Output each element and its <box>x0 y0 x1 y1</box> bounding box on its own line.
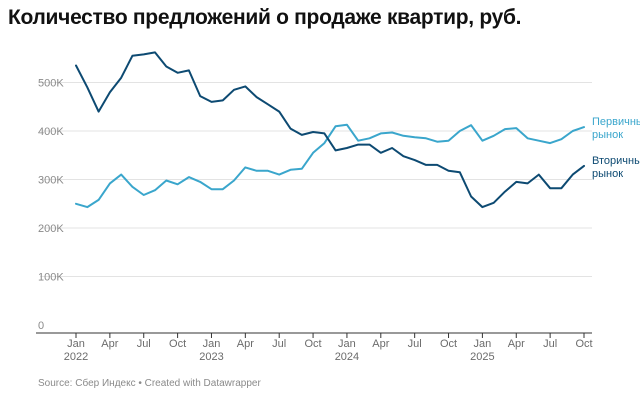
series-labels: ПервичныйрынокВторичныйрынок <box>592 116 640 180</box>
x-tick-label: Jul <box>272 338 286 350</box>
y-axis-ticks: 0 100K 200K 300K 400K 500K <box>38 78 64 333</box>
series-label-primary: рынок <box>592 129 623 141</box>
x-tick-label: Jul <box>137 338 151 350</box>
x-tick-label: Oct <box>305 338 322 350</box>
series-label-secondary: Вторичный <box>592 155 640 167</box>
y-tick-label: 400K <box>38 126 64 138</box>
series-label-secondary: рынок <box>592 168 623 180</box>
series-lines <box>75 51 585 209</box>
x-tick-label: Jan <box>474 338 492 350</box>
grid-lines <box>40 82 592 277</box>
x-tick-year-label: 2024 <box>335 351 359 363</box>
chart-title: Количество предложений о продаже квартир… <box>8 6 522 29</box>
y-tick-label: 0 <box>38 320 44 332</box>
y-tick-label: 500K <box>38 78 64 90</box>
x-tick-year-label: 2025 <box>470 351 494 363</box>
y-tick-label: 200K <box>38 223 64 235</box>
x-tick-label: Jan <box>203 338 221 350</box>
x-tick-label: Jul <box>408 338 422 350</box>
x-tick-label: Apr <box>237 338 254 350</box>
series-line-secondary <box>75 51 585 209</box>
x-tick-label: Apr <box>372 338 389 350</box>
source-note: Source: Сбер Индекс • Created with Dataw… <box>38 378 261 389</box>
x-tick-label: Jul <box>543 338 557 350</box>
y-tick-label: 100K <box>38 272 64 284</box>
x-tick-label: Jan <box>67 338 85 350</box>
x-tick-label: Jan <box>338 338 356 350</box>
series-label-primary: Первичный <box>592 116 640 128</box>
x-tick-label: Apr <box>101 338 118 350</box>
x-tick-label: Apr <box>508 338 525 350</box>
x-tick-year-label: 2023 <box>199 351 223 363</box>
series-line-primary <box>75 123 585 209</box>
x-tick-label: Oct <box>440 338 457 350</box>
x-tick-label: Oct <box>169 338 186 350</box>
x-tick-label: Oct <box>575 338 592 350</box>
y-tick-label: 300K <box>38 175 64 187</box>
x-tick-year-label: 2022 <box>64 351 88 363</box>
